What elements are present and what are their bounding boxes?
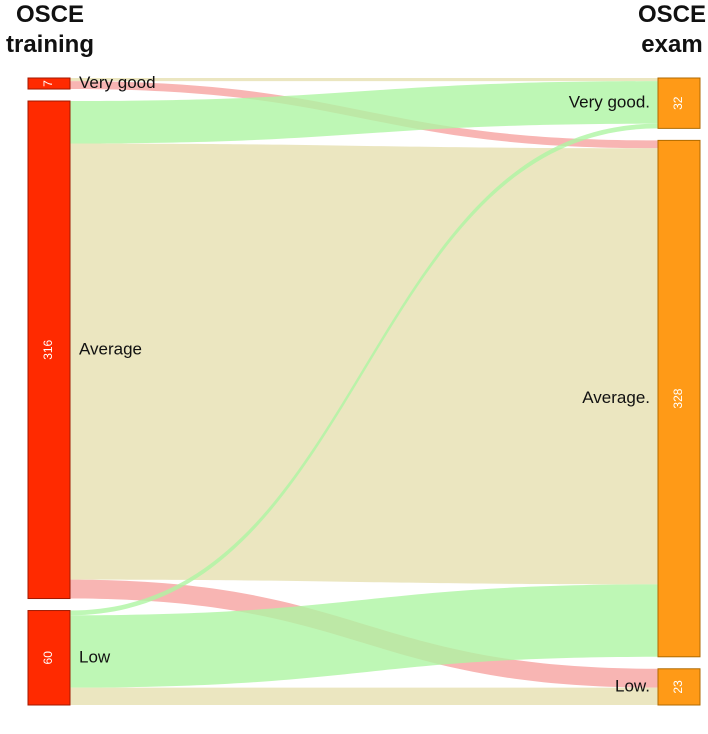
node (27, 610, 71, 706)
node-value: 316 (41, 339, 55, 359)
node-value: 328 (671, 388, 685, 408)
node-label: Average (79, 339, 142, 358)
node-label: Very good. (569, 93, 650, 112)
right-column-title: OSCE exam (637, 1, 706, 58)
node (657, 668, 701, 706)
node-value: 23 (671, 680, 685, 694)
link (70, 143, 658, 585)
node-label: Average. (582, 388, 650, 407)
node-label: Low. (615, 676, 650, 695)
links (70, 78, 658, 705)
node-value: 32 (671, 96, 685, 110)
link (70, 78, 658, 82)
left-column-title: OSCE training (6, 1, 94, 58)
node-value: 60 (41, 651, 55, 665)
node (657, 139, 701, 658)
link (70, 81, 658, 144)
node (27, 100, 71, 600)
node (27, 77, 71, 90)
node (657, 77, 701, 129)
node-label: Low (79, 647, 111, 666)
link (70, 687, 658, 705)
link (70, 123, 658, 616)
link (70, 584, 658, 688)
node-label: Very good (79, 73, 156, 92)
node-value: 7 (41, 80, 55, 87)
